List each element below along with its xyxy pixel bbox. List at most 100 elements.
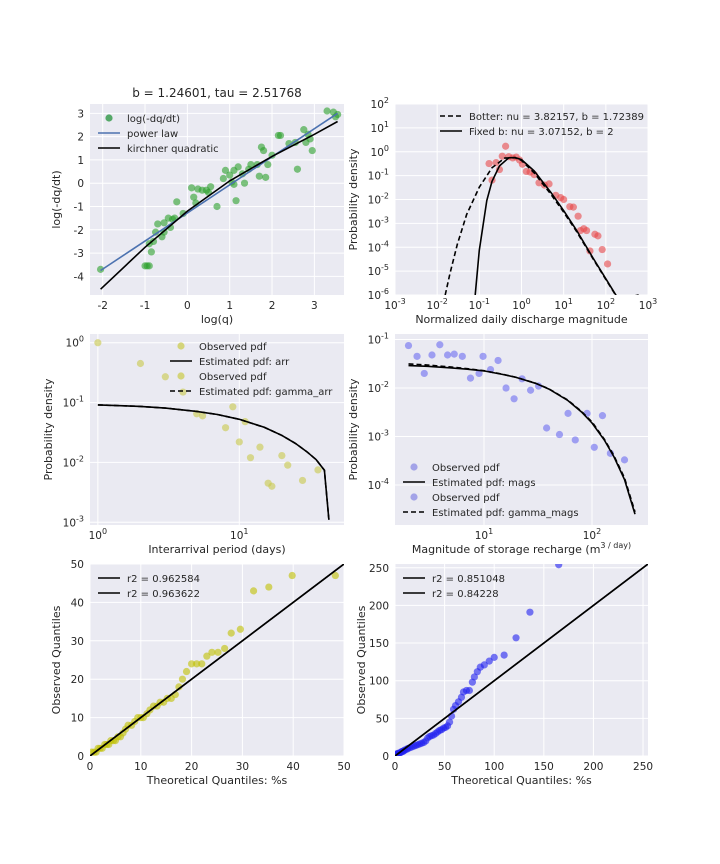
y-tick-label: 200 <box>369 600 389 612</box>
series-line <box>395 564 648 756</box>
plot-marks <box>404 341 636 515</box>
legend-label: Estimated pdf: gamma_mags <box>432 508 579 519</box>
x-tick-label: 150 <box>534 761 554 773</box>
y-tick-label: 10-1 <box>63 395 84 410</box>
data-point <box>198 412 207 420</box>
x-axis-label: log(q) <box>201 313 233 326</box>
y-axis-label: Probability density <box>347 378 360 480</box>
legend-marker <box>177 342 185 350</box>
data-point <box>445 718 454 726</box>
legend-label: Estimated pdf: mags <box>432 478 536 489</box>
x-axis-label: Magnitude of storage recharge (m3 / day) <box>412 541 631 556</box>
y-tick-label: 102 <box>371 96 389 111</box>
data-point <box>188 660 196 668</box>
x-tick-label: 0 <box>87 761 94 773</box>
data-point <box>149 237 158 246</box>
series-line <box>408 363 636 513</box>
data-point <box>560 195 568 204</box>
subplot-1: -2 -1 0 1 2 3 -4 -3 -2 -1 0 1 2 3 b = 1.24601, tau = 2… <box>50 86 344 326</box>
data-point <box>284 461 292 469</box>
series-line <box>90 564 344 756</box>
y-axis-label: log(-dq/dt) <box>50 170 63 228</box>
data-point <box>265 583 273 591</box>
legend-item: power law <box>98 129 178 140</box>
x-tick-label: 10-2 <box>426 297 447 312</box>
data-point <box>428 351 436 359</box>
data-point <box>298 476 307 485</box>
legend: r2 = 0.851048 r2 = 0.84228 <box>403 574 505 600</box>
y-tick-label: 101 <box>371 120 389 135</box>
data-point <box>182 667 191 676</box>
plot-marks <box>94 339 330 520</box>
data-point <box>308 146 316 155</box>
data-point <box>198 660 206 668</box>
data-point <box>193 660 201 668</box>
y-tick-label: 0 <box>77 751 84 763</box>
x-tick-label: 40 <box>287 761 300 773</box>
data-point <box>603 260 612 268</box>
x-tick-label: 2 <box>269 300 276 312</box>
subplot-3: 100 101 10-3 10-2 10-1 100 Interarrival period… <box>42 334 344 556</box>
x-tick-label: 100 <box>512 297 530 312</box>
data-point <box>178 675 187 683</box>
x-tick-label: 101 <box>475 527 493 542</box>
data-point <box>475 369 483 378</box>
legend-label: r2 = 0.963622 <box>127 589 200 600</box>
data-point <box>175 683 183 691</box>
data-point <box>466 374 475 382</box>
data-point <box>555 430 564 439</box>
legend: log(-dq/dt) power law kirchner quadratic <box>98 114 219 155</box>
legend-label: Observed pdf <box>432 493 500 504</box>
data-point <box>480 661 488 669</box>
data-point <box>161 373 169 381</box>
data-point <box>323 107 331 115</box>
x-tick-label: 10 <box>134 761 147 773</box>
legend-label: log(-dq/dt) <box>127 114 180 125</box>
data-point <box>173 198 181 206</box>
data-point <box>545 180 553 188</box>
x-tick-label: 20 <box>185 761 198 773</box>
legend-item: r2 = 0.851048 <box>403 574 505 585</box>
legend-label: kirchner quadratic <box>127 144 219 155</box>
y-tick-label: 0 <box>382 751 389 763</box>
data-point <box>234 163 242 171</box>
x-axis-label: Theoretical Quantiles: %s <box>450 774 592 787</box>
data-point <box>494 356 502 365</box>
legend-item: Estimated pdf: gamma_mags <box>403 508 579 519</box>
legend-item: Observed pdf <box>177 372 267 383</box>
y-tick-label: 250 <box>369 563 389 575</box>
y-tick-label: 10-2 <box>63 454 84 469</box>
data-point <box>502 384 510 392</box>
scatter-series <box>94 339 322 490</box>
x-tick-label: 200 <box>583 761 603 773</box>
y-tick-label: 10-6 <box>368 287 389 302</box>
data-point <box>235 438 243 446</box>
y-tick-label: 10-4 <box>368 239 389 254</box>
data-point <box>259 146 268 155</box>
data-point <box>293 165 302 173</box>
data-point <box>219 174 227 183</box>
data-point <box>249 587 258 595</box>
data-point <box>236 625 244 633</box>
legend: r2 = 0.962584 r2 = 0.963622 <box>98 574 200 600</box>
x-tick-label: 30 <box>236 761 249 773</box>
x-tick-label: 102 <box>597 297 615 312</box>
data-point <box>314 466 322 474</box>
y-tick-label: 100 <box>66 335 84 350</box>
legend-item: kirchner quadratic <box>98 144 219 155</box>
legend-item: r2 = 0.84228 <box>403 589 499 600</box>
x-tick-label: 103 <box>639 297 657 312</box>
data-point <box>268 482 276 490</box>
data-point <box>492 159 500 167</box>
data-point <box>535 179 543 187</box>
data-point <box>420 369 428 378</box>
data-point <box>145 262 153 270</box>
y-tick-label: 30 <box>71 636 84 648</box>
data-point <box>136 359 145 368</box>
data-point <box>264 160 272 169</box>
legend-label: r2 = 0.84228 <box>432 589 499 600</box>
data-point <box>555 564 563 569</box>
legend-item: Observed pdf <box>177 342 267 353</box>
data-point <box>246 454 255 462</box>
x-axis-label: Normalized daily discharge magnitude <box>415 313 628 326</box>
